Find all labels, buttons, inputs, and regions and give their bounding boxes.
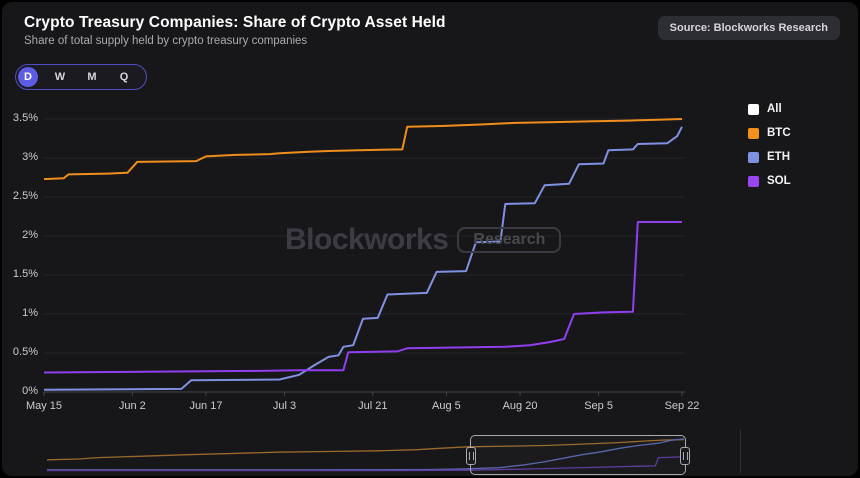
x-axis-label: Aug 20: [502, 400, 538, 412]
navigator-line-sol: [47, 456, 685, 472]
y-axis-label: 1.5%: [12, 268, 38, 280]
range-button-d[interactable]: D: [18, 67, 38, 87]
x-axis-label: Jun 17: [189, 400, 223, 412]
legend-swatch-icon: [748, 151, 759, 163]
y-axis-label: 3.5%: [12, 112, 38, 124]
legend-label: SOL: [767, 175, 791, 187]
navigator-selection[interactable]: [466, 435, 690, 475]
x-axis-label: May 15: [25, 400, 63, 412]
y-axis-label: 2%: [22, 229, 38, 241]
source-badge: Source: Blockworks Research: [657, 16, 840, 40]
legend-label: BTC: [767, 127, 791, 139]
series-line-eth: [43, 126, 683, 391]
y-axis-label: 3%: [22, 151, 38, 163]
legend-item-eth[interactable]: ETH: [748, 150, 791, 164]
y-axis-label: 2.5%: [12, 190, 38, 202]
chart-legend: All BTC ETH SOL: [748, 102, 791, 188]
navigator-right-handle[interactable]: [680, 447, 690, 465]
legend-swatch-icon: [748, 103, 759, 115]
x-axis-label: Jul 21: [358, 400, 388, 412]
navigator-left-handle[interactable]: [466, 447, 476, 465]
page-subtitle: Share of total supply held by crypto tre…: [24, 35, 308, 47]
y-axis-label: 0.5%: [12, 346, 38, 358]
y-axis-label: 0%: [22, 385, 38, 397]
navigator-divider: [740, 429, 741, 473]
navigator-line-eth: [47, 438, 685, 471]
legend-swatch-icon: [748, 127, 759, 139]
legend-item-all[interactable]: All: [748, 102, 791, 116]
legend-swatch-icon: [748, 175, 759, 187]
range-button-q[interactable]: Q: [119, 71, 129, 83]
range-button-m[interactable]: M: [87, 71, 97, 83]
y-axis-label: 1%: [22, 307, 38, 319]
legend-item-sol[interactable]: SOL: [748, 174, 791, 188]
page-title: Crypto Treasury Companies: Share of Cryp…: [24, 14, 446, 31]
legend-label: ETH: [767, 151, 790, 163]
range-button-w[interactable]: W: [54, 71, 66, 83]
x-axis-label: Sep 5: [584, 400, 613, 412]
x-axis-label: Sep 22: [664, 400, 700, 412]
x-axis-label: Aug 5: [432, 400, 461, 412]
series-line-sol: [43, 221, 682, 374]
series-line-btc: [43, 118, 683, 181]
legend-item-btc[interactable]: BTC: [748, 126, 791, 140]
x-axis-label: Jul 3: [272, 400, 297, 412]
navigator-line-btc: [46, 438, 685, 461]
legend-label: All: [767, 103, 782, 115]
x-axis-label: Jun 2: [118, 400, 146, 412]
